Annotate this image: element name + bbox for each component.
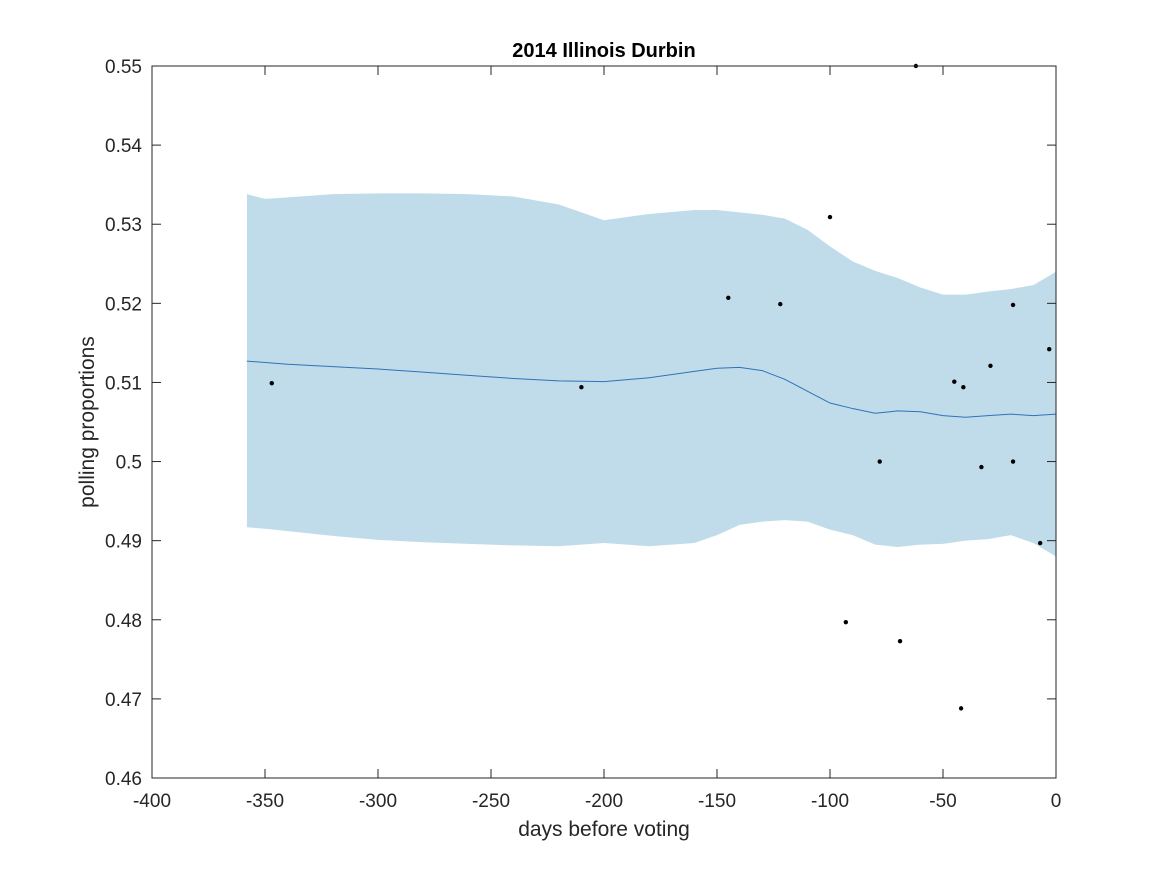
y-tick-label: 0.5 bbox=[116, 453, 142, 474]
poll-point bbox=[988, 363, 993, 369]
y-tick-label: 0.55 bbox=[105, 57, 142, 78]
x-tick-label: -50 bbox=[929, 791, 956, 812]
poll-point bbox=[961, 384, 966, 390]
x-tick-label: 0 bbox=[1051, 791, 1062, 812]
x-tick-label: -400 bbox=[133, 791, 171, 812]
chart-title: 2014 Illinois Durbin bbox=[512, 40, 695, 62]
confidence-band bbox=[246, 193, 1057, 557]
poll-point bbox=[1037, 540, 1043, 546]
y-tick-label: 0.49 bbox=[105, 532, 142, 553]
poll-point bbox=[1010, 302, 1016, 308]
y-axis-label: polling proportions bbox=[76, 336, 99, 508]
poll-point bbox=[1010, 459, 1016, 464]
axis-ticks-layer: -400 -350 -300 -250 -200 -150 -100 -50 0 0.46 0.47… bbox=[105, 57, 1061, 812]
x-tick-label: -250 bbox=[472, 791, 510, 812]
poll-point bbox=[1047, 347, 1052, 352]
x-tick-label: -200 bbox=[585, 791, 623, 812]
poll-point bbox=[726, 295, 731, 300]
y-tick-label: 0.47 bbox=[105, 690, 142, 711]
y-tick-label: 0.53 bbox=[105, 215, 142, 236]
x-axis-label: days before voting bbox=[518, 818, 690, 841]
trend-line-layer bbox=[246, 360, 1057, 418]
confidence-band-layer bbox=[246, 193, 1057, 557]
poll-point bbox=[843, 619, 849, 625]
x-tick-label: -100 bbox=[811, 791, 849, 812]
y-tick-label: 0.48 bbox=[105, 611, 142, 632]
x-tick-label: -150 bbox=[698, 791, 736, 812]
y-tick-label: 0.51 bbox=[105, 373, 142, 394]
poll-point bbox=[778, 301, 783, 307]
y-tick-label: 0.46 bbox=[105, 769, 142, 790]
poll-point bbox=[579, 384, 584, 390]
poll-point bbox=[979, 464, 984, 470]
poll-point bbox=[877, 459, 882, 464]
poll-point bbox=[952, 379, 957, 384]
poll-point bbox=[827, 214, 833, 220]
poll-point bbox=[269, 381, 274, 386]
y-tick-label: 0.54 bbox=[105, 136, 142, 157]
poll-point bbox=[897, 638, 903, 644]
poll-points-layer bbox=[269, 63, 1052, 711]
trend-line bbox=[246, 360, 1057, 418]
x-tick-label: -350 bbox=[246, 791, 284, 812]
x-tick-label: -300 bbox=[359, 791, 397, 812]
poll-point bbox=[958, 706, 964, 711]
y-tick-label: 0.52 bbox=[105, 294, 142, 315]
